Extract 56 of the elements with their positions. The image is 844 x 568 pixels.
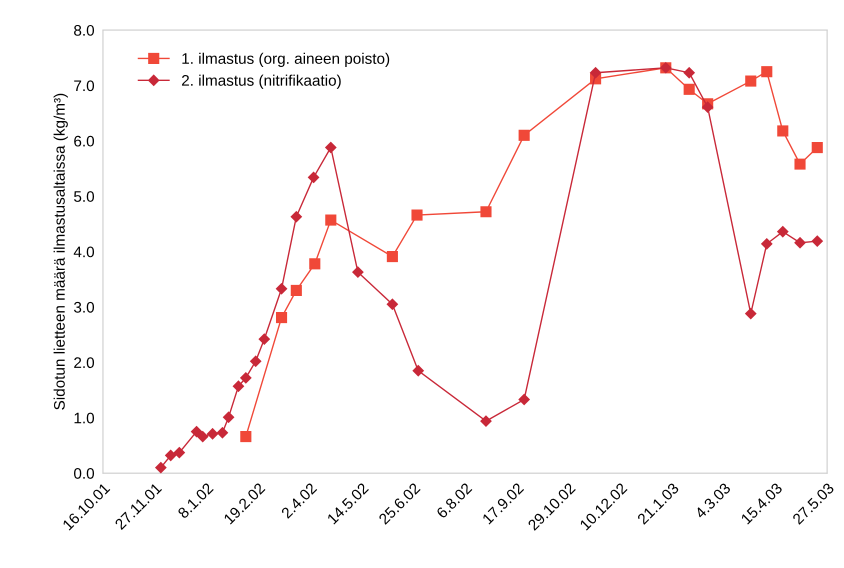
y-tick-label: 5.0 bbox=[74, 191, 94, 202]
point bbox=[216, 427, 228, 438]
point bbox=[777, 125, 788, 136]
point bbox=[206, 428, 218, 440]
y-tick-label: 8.0 bbox=[74, 24, 94, 36]
y-tick-label: 6.0 bbox=[74, 136, 94, 147]
point bbox=[812, 235, 823, 247]
point bbox=[190, 426, 202, 438]
point bbox=[518, 394, 530, 406]
point bbox=[386, 251, 398, 262]
y-tick-label: 4.0 bbox=[74, 246, 94, 258]
point bbox=[290, 284, 302, 296]
legend-label: 2. ilmastus (nitrifikaatio) bbox=[182, 74, 341, 89]
point bbox=[684, 84, 695, 95]
point bbox=[165, 450, 176, 462]
y-tick-label: 2.0 bbox=[74, 357, 94, 368]
point bbox=[197, 430, 208, 442]
point bbox=[794, 158, 806, 170]
point bbox=[174, 447, 185, 458]
point bbox=[761, 66, 772, 78]
point bbox=[222, 412, 234, 423]
point bbox=[812, 142, 823, 154]
point bbox=[325, 214, 336, 226]
point bbox=[590, 67, 602, 78]
point bbox=[480, 415, 492, 427]
point bbox=[250, 356, 262, 367]
y-tick-label: 7.0 bbox=[74, 80, 94, 92]
point bbox=[309, 258, 320, 270]
y-axis-title: Sidotun lietteen määrä ilmastusaltaissa (kg/m³) bbox=[54, 94, 68, 410]
point bbox=[761, 238, 772, 250]
y-tick-label: 3.0 bbox=[74, 302, 94, 313]
point bbox=[684, 67, 695, 78]
point bbox=[702, 101, 714, 113]
point bbox=[745, 76, 756, 87]
point bbox=[325, 142, 336, 154]
point bbox=[777, 226, 788, 238]
point bbox=[232, 380, 244, 392]
point bbox=[276, 312, 288, 324]
point bbox=[308, 172, 320, 184]
y-tick-label: 1.0 bbox=[74, 412, 94, 424]
point bbox=[794, 237, 806, 248]
point bbox=[155, 462, 166, 474]
point bbox=[411, 210, 423, 221]
point bbox=[745, 308, 756, 320]
point bbox=[412, 365, 424, 376]
point bbox=[386, 298, 398, 310]
point bbox=[480, 206, 492, 218]
point bbox=[290, 211, 302, 222]
point bbox=[240, 372, 252, 384]
point bbox=[518, 130, 530, 141]
point bbox=[240, 431, 252, 442]
point bbox=[276, 283, 288, 294]
y-tick-label: 0.0 bbox=[74, 468, 94, 479]
point bbox=[352, 266, 364, 278]
point bbox=[258, 334, 270, 345]
legend-label: 1. ilmastus (org. aineen poisto) bbox=[182, 52, 390, 67]
